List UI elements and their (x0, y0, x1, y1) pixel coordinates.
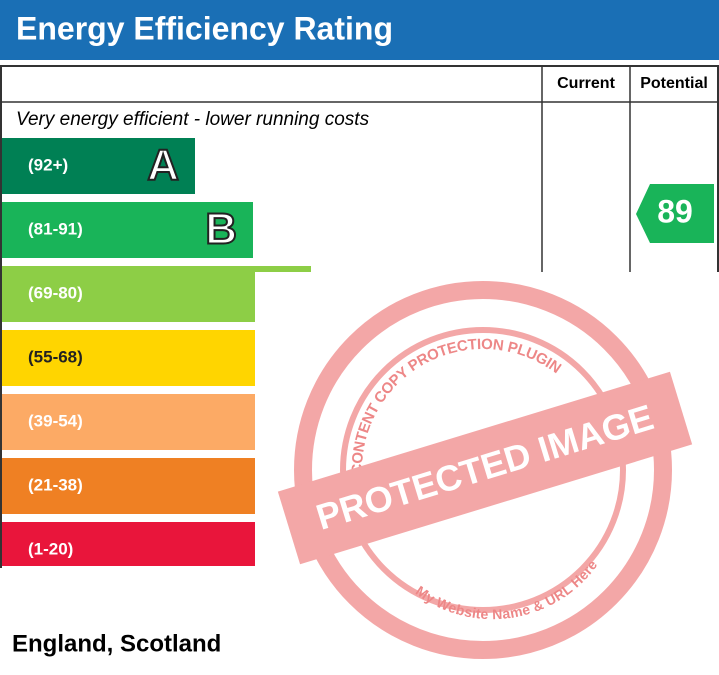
rating-band (2, 138, 195, 194)
potential-arrow (636, 184, 714, 243)
column-header: Current (557, 75, 615, 92)
band-range: (69-80) (28, 283, 83, 302)
title: Energy Efficiency Rating (16, 10, 393, 46)
band-range: (39-54) (28, 411, 83, 430)
band-letter: A (147, 141, 179, 190)
band-range: (81-91) (28, 219, 83, 238)
watermark-band (277, 371, 693, 565)
band-letter: B (205, 205, 237, 254)
band-range: (55-68) (28, 347, 83, 366)
band-range: (1-20) (28, 539, 73, 558)
column-header: Potential (640, 75, 708, 92)
footer: England, Scotland (12, 630, 221, 657)
rating-band (2, 202, 253, 258)
band-range: (21-38) (28, 475, 83, 494)
title-bar (0, 0, 719, 60)
top-note: Very energy efficient - lower running co… (16, 109, 370, 130)
potential-rating: 89 (657, 193, 693, 229)
watermark-ring (340, 327, 626, 613)
watermark-ring (294, 281, 672, 659)
band-range: (92+) (28, 155, 68, 174)
watermark-cover (0, 568, 719, 675)
